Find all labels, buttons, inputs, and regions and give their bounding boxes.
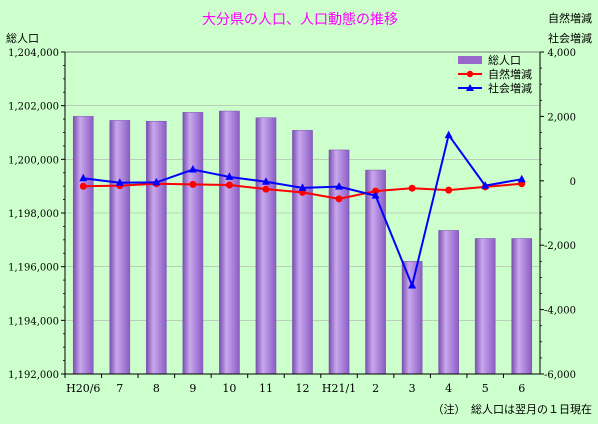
right-tick-label: 2,000: [547, 112, 576, 123]
x-tick-label: 11: [259, 382, 273, 395]
bar-total: [365, 169, 386, 375]
legend: 総人口 自然増減 社会増減: [458, 53, 532, 95]
bar-total: [474, 238, 496, 375]
bar-total: [182, 112, 204, 375]
legend-label-total: 総人口: [488, 53, 521, 67]
lines-layer: [79, 130, 526, 289]
axis-layer: 1,192,000 1,194,000 1,196,000 1,198,000 1,20…: [8, 48, 576, 395]
marker-social: [115, 178, 124, 186]
right-tick-label: -2,000: [544, 241, 576, 252]
marker-social: [188, 165, 197, 173]
x-tick-label: 8: [153, 382, 160, 395]
x-tick-label: 2: [372, 382, 379, 395]
marker-natural: [262, 185, 270, 193]
legend-label-natural: 自然増減: [488, 67, 532, 81]
x-tick-label: H20/6: [66, 382, 100, 395]
x-tick-label: 10: [222, 382, 236, 395]
x-tick-label: 9: [189, 382, 196, 395]
bar-total: [219, 110, 240, 375]
left-tick-label: 1,194,000: [8, 316, 59, 327]
marker-social: [335, 182, 344, 190]
x-tick-label: 4: [445, 382, 452, 395]
bar-total: [72, 116, 94, 375]
legend-marker-social: [466, 84, 474, 91]
marker-natural: [408, 184, 416, 192]
bar-total: [401, 261, 423, 375]
left-tick-label: 1,202,000: [8, 102, 59, 113]
right-axis-label-1: 自然増減: [548, 11, 592, 25]
marker-social: [225, 172, 234, 180]
chart-title: 大分県の人口、人口動態の推移: [202, 12, 398, 28]
bar-total: [438, 230, 459, 375]
right-axis-label-2: 社会増減: [548, 31, 592, 45]
marker-social: [371, 191, 380, 199]
marker-social: [152, 177, 161, 186]
marker-social: [79, 173, 88, 182]
left-tick-label: 1,196,000: [8, 263, 59, 274]
x-tick-label: 5: [482, 382, 489, 395]
left-axis-label: 総人口: [6, 31, 39, 45]
right-tick-label: -4,000: [544, 306, 576, 317]
marker-natural: [445, 186, 453, 194]
x-tick-label: 6: [518, 382, 525, 395]
x-tick-label: H21/1: [322, 382, 356, 395]
footnote: （注） 総人口は翌月の１日現在: [433, 402, 593, 416]
left-tick-label: 1,192,000: [8, 370, 59, 381]
bar-total: [109, 120, 131, 375]
marker-social: [517, 174, 526, 183]
legend-label-social: 社会増減: [488, 81, 532, 95]
marker-social: [444, 130, 453, 139]
right-tick-label: 0: [570, 177, 576, 188]
marker-social: [298, 183, 307, 191]
x-tick-label: 3: [409, 382, 416, 395]
legend-marker-natural: [466, 70, 474, 78]
marker-natural: [335, 195, 343, 203]
right-tick-label: -6,000: [544, 370, 576, 381]
marker-natural: [79, 182, 87, 190]
marker-social: [261, 177, 270, 185]
legend-swatch-total: [458, 56, 482, 64]
marker-social: [481, 181, 490, 189]
left-tick-label: 1,198,000: [8, 209, 59, 220]
bar-total: [511, 238, 533, 375]
right-tick-label: 4,000: [547, 48, 576, 59]
left-tick-label: 1,204,000: [8, 48, 59, 59]
marker-natural: [225, 181, 233, 189]
bar-total: [146, 120, 167, 375]
x-tick-label: 12: [296, 382, 310, 395]
marker-natural: [372, 187, 380, 195]
bar-total: [292, 130, 313, 375]
left-tick-label: 1,200,000: [8, 155, 59, 166]
bar-total: [255, 117, 277, 375]
marker-social: [408, 280, 417, 289]
x-tick-label: 7: [116, 382, 123, 395]
marker-natural: [189, 180, 197, 188]
